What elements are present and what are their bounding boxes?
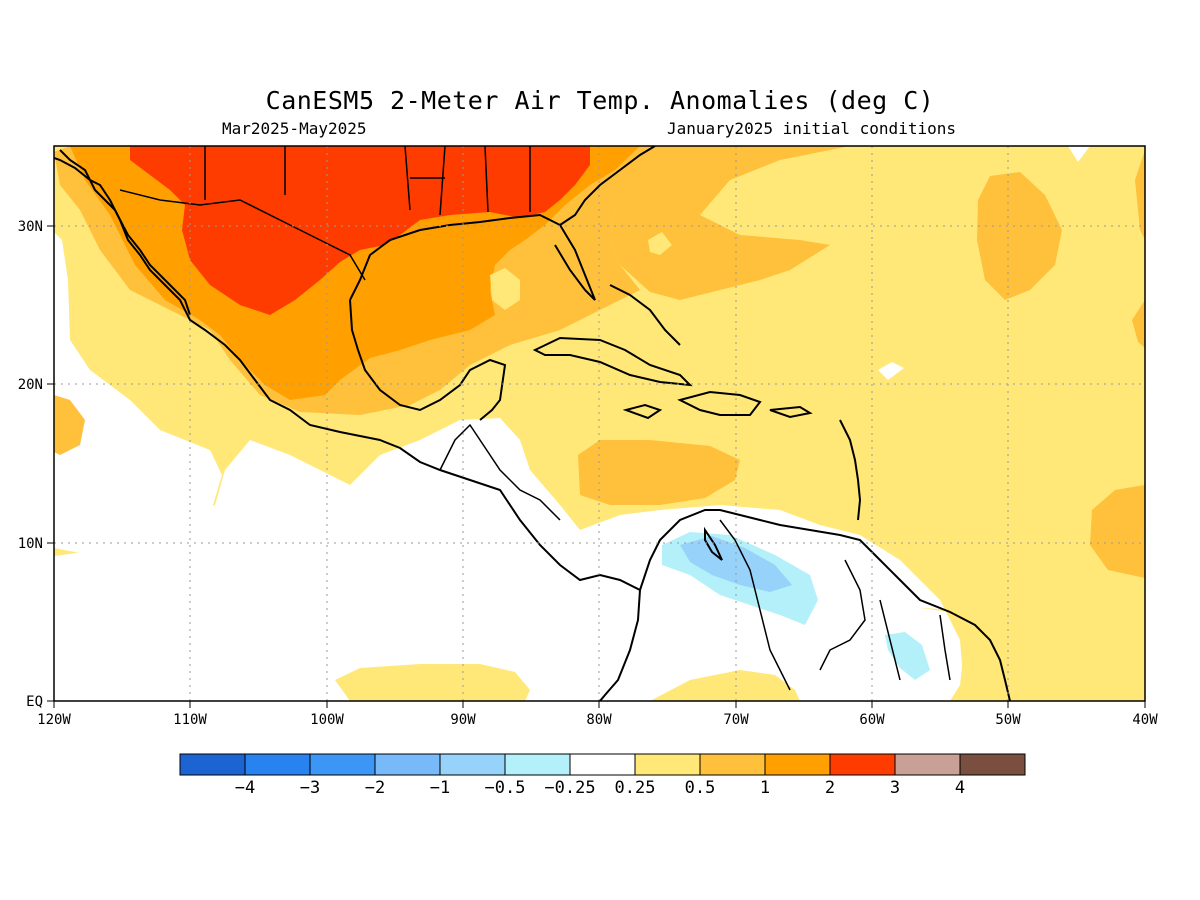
- colorbar-label: 4: [955, 778, 965, 798]
- init-conditions-label: January2025 initial conditions: [667, 119, 956, 138]
- lon-label: 40W: [1132, 712, 1158, 728]
- colorbar-label: 2: [825, 778, 835, 798]
- colorbar-swatch: [374, 753, 441, 776]
- border-guianas: [879, 599, 951, 681]
- coastlines: [54, 146, 1011, 701]
- lon-label: 80W: [586, 712, 612, 728]
- colorbar-label: −0.25: [544, 778, 595, 798]
- field-lightblue-guiana: [885, 632, 930, 680]
- colorbar-label: −4: [235, 778, 255, 798]
- colorbar-label: −2: [365, 778, 385, 798]
- colorbar-label: 0.25: [615, 778, 656, 798]
- field-yellow-southeast: [650, 670, 800, 701]
- field-lightorange-gulf-west: [54, 395, 85, 455]
- lon-label: 120W: [37, 712, 71, 728]
- field-lightorange-caribbean: [578, 440, 740, 505]
- coast-cuba: [532, 336, 693, 387]
- coast-us-atlantic: [559, 146, 656, 226]
- field-red-main: [130, 146, 590, 315]
- colorbar-label: −1: [430, 778, 450, 798]
- field-lightorange-atlantic-north: [610, 146, 850, 300]
- lon-label: 50W: [995, 712, 1021, 728]
- field-lightorange-atlantic-east: [977, 172, 1062, 300]
- colorbar-swatch: [764, 753, 831, 776]
- lat-label: 10N: [18, 536, 43, 552]
- lat-label: EQ: [26, 694, 43, 710]
- coast-jamaica: [622, 403, 663, 420]
- field-yellow-florida-patch: [490, 268, 520, 310]
- lon-label: 70W: [723, 712, 749, 728]
- field-white-atlantic-speck2: [1068, 146, 1090, 162]
- colorbar-swatch: [829, 753, 896, 776]
- anomaly-fields: [54, 146, 1145, 701]
- coast-gulf: [349, 213, 596, 301]
- colorbar-swatch: [894, 753, 961, 776]
- colorbar-swatch: [699, 753, 766, 776]
- field-white-atlantic-speck: [878, 362, 904, 380]
- border-us-states: [204, 146, 531, 216]
- lat-label: 30N: [18, 219, 43, 235]
- border-colombia-venezuela: [719, 519, 791, 691]
- colorbar-label: 1: [760, 778, 770, 798]
- border-venezuela-guyana: [819, 559, 866, 671]
- axis-ticks: [47, 225, 1146, 708]
- coast-gulf-mexico-west: [349, 299, 507, 421]
- colorbar-swatch: [634, 753, 701, 776]
- field-lightorange-east-edge: [1135, 150, 1145, 240]
- colorbar-swatch: [244, 753, 311, 776]
- coast-south-america-north: [639, 509, 1011, 701]
- colorbar: −4 −3 −2 −1 −0.5 −0.25 0.25 0.5 1 2 3 4: [179, 753, 1026, 798]
- lat-label: 20N: [18, 377, 43, 393]
- field-white-pacific: [54, 232, 222, 555]
- lon-label: 110W: [173, 712, 207, 728]
- lon-label: 90W: [450, 712, 476, 728]
- coast-bahamas: [609, 284, 681, 346]
- latitude-labels: 30N 20N 10N EQ: [18, 219, 43, 710]
- colorbar-label: 0.5: [685, 778, 716, 798]
- graticule: [54, 146, 1145, 701]
- coast-baja: [59, 149, 191, 316]
- colorbar-swatch: [569, 753, 636, 776]
- lon-label: 60W: [859, 712, 885, 728]
- border-us-mexico: [119, 189, 366, 281]
- colorbar-label: −0.5: [485, 778, 526, 798]
- field-yellow-south: [335, 664, 530, 701]
- coast-lesser-antilles: [839, 419, 862, 521]
- colorbar-swatch: [504, 753, 571, 776]
- longitude-labels: 120W 110W 100W 90W 80W 70W 60W 50W 40W: [37, 712, 1158, 728]
- field-midblue-venezuela: [680, 536, 792, 592]
- colorbar-swatch: [309, 753, 376, 776]
- field-lightorange-east-edge3: [1090, 485, 1145, 578]
- period-label: Mar2025-May2025: [222, 119, 367, 138]
- field-white-central: [54, 418, 965, 701]
- field-yellow-atlantic-patch: [648, 232, 672, 255]
- colorbar-label: 3: [890, 778, 900, 798]
- map-title: CanESM5 2-Meter Air Temp. Anomalies (deg…: [265, 86, 935, 115]
- colorbar-label: −3: [300, 778, 320, 798]
- colorbar-swatch: [439, 753, 506, 776]
- field-lightorange-east-edge2: [1132, 300, 1145, 348]
- border-central-america: [439, 423, 561, 521]
- coast-hispaniola: [677, 390, 762, 416]
- colorbar-swatch: [179, 753, 246, 776]
- coast-puerto-rico: [769, 405, 813, 419]
- lon-label: 100W: [310, 712, 344, 728]
- colorbar-swatch: [959, 753, 1026, 776]
